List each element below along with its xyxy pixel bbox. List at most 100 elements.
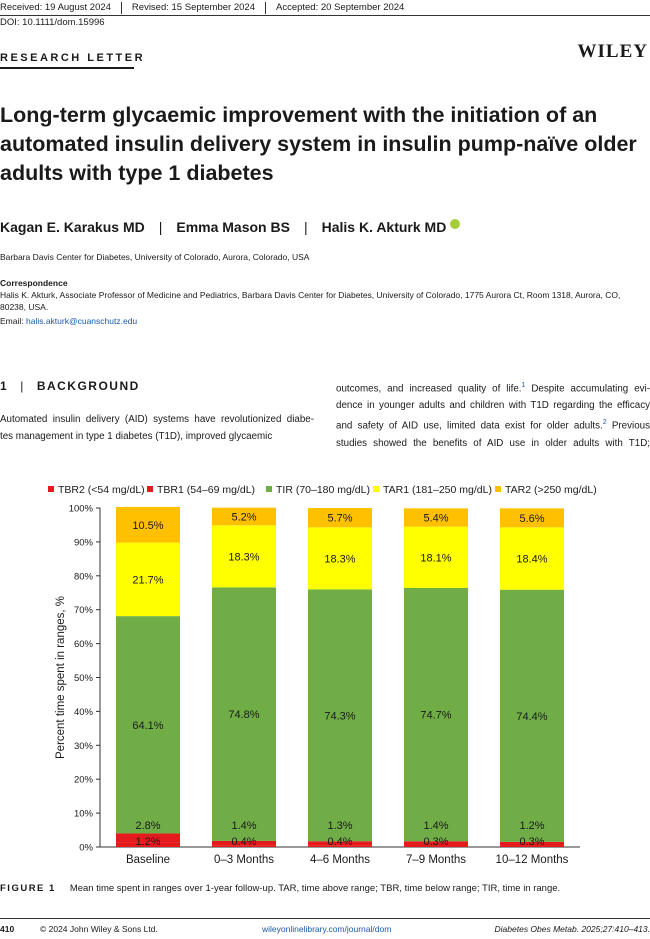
page-number: 410 bbox=[0, 924, 15, 934]
data-label: 64.1% bbox=[132, 720, 163, 732]
affiliation: Barbara Davis Center for Diabetes, Unive… bbox=[0, 252, 310, 262]
y-tick-label: 90% bbox=[74, 537, 94, 548]
data-label: 5.6% bbox=[519, 513, 544, 525]
data-label: 1.4% bbox=[423, 820, 448, 832]
journal-url[interactable]: wileyonlinelibrary.com/journal/dom bbox=[262, 924, 392, 934]
data-label: 5.2% bbox=[231, 511, 256, 523]
data-label: 1.4% bbox=[231, 820, 256, 832]
bar-segment bbox=[212, 845, 276, 847]
article-dates: Received: 19 August 2024 Revised: 15 Sep… bbox=[0, 2, 414, 14]
y-tick-label: 20% bbox=[74, 775, 94, 786]
orcid-icon[interactable] bbox=[450, 219, 461, 229]
bar-segment bbox=[308, 508, 372, 528]
data-label: 18.3% bbox=[228, 551, 259, 563]
correspondence-heading: Correspondence bbox=[0, 278, 68, 288]
bar-segment bbox=[500, 845, 564, 847]
body-line: and safety of AID use, limited data exis… bbox=[336, 419, 650, 432]
footer-divider bbox=[0, 918, 650, 919]
bar-segment bbox=[212, 525, 276, 588]
bar-segment bbox=[116, 833, 180, 843]
reference-link[interactable]: 1 bbox=[521, 382, 526, 389]
copyright: © 2024 John Wiley & Sons Ltd. bbox=[40, 924, 158, 934]
bar-segment bbox=[404, 841, 468, 846]
body-line: dence in younger adults and children wit… bbox=[336, 400, 650, 412]
bar-segment bbox=[116, 616, 180, 834]
body-column-left: Automated insulin delivery (AID) systems… bbox=[0, 411, 314, 445]
correspondence-email: Email: halis.akturk@cuanschutz.edu bbox=[0, 316, 137, 326]
bar-segment bbox=[116, 542, 180, 617]
publisher-logo[interactable]: WILEY bbox=[577, 41, 648, 62]
data-label: 74.7% bbox=[420, 710, 451, 722]
data-label: 0.4% bbox=[327, 836, 352, 848]
y-tick-label: 50% bbox=[74, 673, 94, 684]
y-tick-label: 40% bbox=[74, 707, 94, 718]
legend-swatch bbox=[147, 486, 153, 492]
received-date: Received: 19 August 2024 bbox=[0, 2, 111, 13]
bar-segment bbox=[308, 527, 372, 590]
legend-label: TIR (70–180 mg/dL) bbox=[276, 484, 370, 496]
author-1[interactable]: Kagan E. Karakus MD bbox=[0, 219, 145, 235]
section-bar: | bbox=[20, 379, 25, 393]
author-2[interactable]: Emma Mason BS bbox=[176, 219, 290, 235]
legend-label: TBR1 (54–69 mg/dL) bbox=[157, 484, 255, 496]
section-number: 1 bbox=[0, 379, 9, 393]
email-link[interactable]: halis.akturk@cuanschutz.edu bbox=[25, 316, 138, 326]
figure-label: FIGURE 1 bbox=[0, 883, 56, 894]
bar-segment bbox=[116, 842, 180, 847]
body-column-right: outcomes, and increased quality of life.… bbox=[336, 377, 650, 452]
author-separator: | bbox=[158, 219, 163, 235]
y-tick-label: 80% bbox=[74, 571, 94, 582]
y-tick-label: 100% bbox=[69, 504, 94, 515]
author-3[interactable]: Halis K. Akturk MD bbox=[321, 219, 447, 235]
bar-segment bbox=[500, 841, 564, 846]
bar-segment bbox=[308, 841, 372, 846]
bar-segment bbox=[308, 589, 372, 842]
legend-label: TAR1 (181–250 mg/dL) bbox=[383, 484, 492, 496]
figure-caption: FIGURE 1 Mean time spent in ranges over 1… bbox=[0, 883, 560, 894]
section-label-underline bbox=[0, 67, 134, 69]
author-list: Kagan E. Karakus MD | Emma Mason BS | Ha… bbox=[0, 219, 461, 235]
reference-link[interactable]: 2 bbox=[602, 419, 607, 427]
bar-segment bbox=[212, 587, 276, 841]
data-label: 5.4% bbox=[423, 512, 448, 524]
bar-segment bbox=[308, 845, 372, 847]
body-line: Automated insulin delivery (AID) systems… bbox=[0, 414, 314, 425]
bar-segment bbox=[116, 506, 180, 543]
accepted-date: Accepted: 20 September 2024 bbox=[264, 2, 414, 14]
y-axis-label: Percent time spent in ranges, % bbox=[55, 596, 67, 759]
body-line: tes management in type 1 diabetes (T1D),… bbox=[0, 431, 273, 442]
header-divider bbox=[0, 15, 650, 16]
x-tick-label: 4–6 Months bbox=[310, 854, 370, 866]
y-tick-label: 10% bbox=[74, 809, 94, 820]
section-heading: 1 | BACKGROUND bbox=[0, 379, 140, 393]
correspondence-text: Halis K. Akturk, Associate Professor of … bbox=[0, 290, 621, 312]
data-label: 74.3% bbox=[324, 710, 355, 722]
bar-segment bbox=[404, 845, 468, 847]
data-label: 74.4% bbox=[516, 711, 547, 723]
legend-swatch bbox=[48, 486, 54, 492]
email-label: Email: bbox=[0, 316, 26, 326]
stacked-bar-chart: TBR2 (<54 mg/dL) TBR1 (54–69 mg/dL) TIR (7… bbox=[48, 484, 597, 866]
data-label: 1.2% bbox=[135, 836, 160, 848]
data-label: 74.8% bbox=[228, 709, 259, 721]
doi[interactable]: DOI: 10.1111/dom.15996 bbox=[0, 17, 105, 28]
bar-segment bbox=[404, 508, 468, 527]
data-label: 0.4% bbox=[231, 836, 256, 848]
legend-swatch bbox=[495, 486, 501, 492]
article-title: Long-term glycaemic improvement with the… bbox=[0, 103, 637, 185]
data-label: 18.3% bbox=[324, 553, 355, 565]
bar-segment bbox=[404, 526, 468, 589]
section-label: RESEARCH LETTER bbox=[0, 52, 146, 64]
data-label: 1.3% bbox=[327, 820, 352, 832]
legend-label: TAR2 (>250 mg/dL) bbox=[505, 484, 597, 496]
body-line: outcomes, and increased quality of life.… bbox=[336, 382, 650, 395]
bar-segment bbox=[500, 527, 564, 590]
data-label: 18.1% bbox=[420, 552, 451, 564]
y-tick-label: 0% bbox=[79, 843, 93, 854]
data-label: 21.7% bbox=[132, 574, 163, 586]
section-title: BACKGROUND bbox=[36, 379, 140, 393]
body-line: studies showed the benefits of AID use i… bbox=[336, 437, 650, 449]
bar-segment bbox=[500, 508, 564, 528]
bar-segment bbox=[404, 588, 468, 842]
figure-caption-text: Mean time spent in ranges over 1-year fo… bbox=[69, 883, 561, 894]
